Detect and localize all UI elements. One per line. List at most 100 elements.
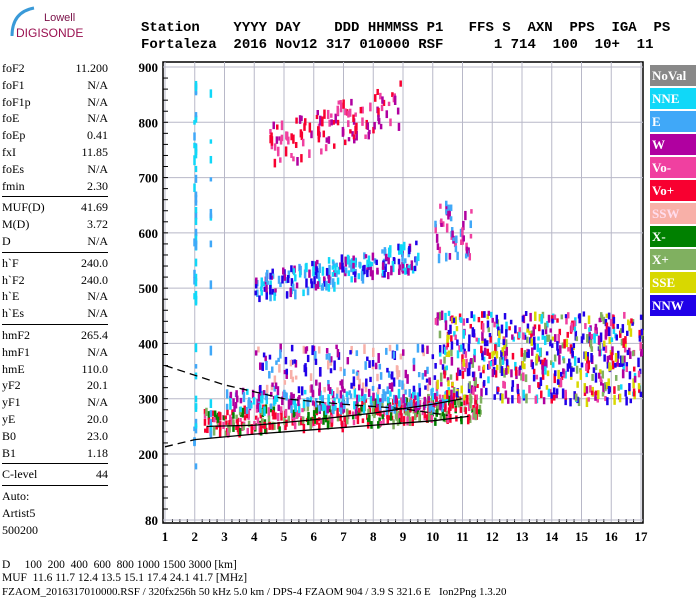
data-point bbox=[618, 362, 621, 368]
data-point bbox=[606, 397, 609, 406]
param-name: foF1 bbox=[2, 77, 25, 92]
data-point bbox=[268, 421, 271, 430]
data-point bbox=[541, 368, 544, 375]
data-point bbox=[559, 377, 563, 388]
data-point bbox=[330, 421, 333, 427]
data-point bbox=[293, 421, 297, 430]
data-point bbox=[193, 132, 196, 141]
data-point bbox=[193, 277, 196, 285]
data-point bbox=[608, 355, 612, 360]
data-point bbox=[269, 272, 272, 280]
logo-digisonde: DIGISONDE bbox=[16, 26, 84, 40]
data-point bbox=[232, 398, 235, 407]
data-point bbox=[323, 278, 326, 287]
data-point bbox=[607, 378, 610, 386]
data-point bbox=[283, 274, 287, 281]
data-point bbox=[205, 407, 208, 417]
data-point bbox=[314, 283, 318, 291]
data-point bbox=[306, 403, 310, 412]
data-point bbox=[546, 370, 550, 377]
data-point bbox=[371, 407, 375, 417]
data-point bbox=[564, 370, 567, 379]
data-point bbox=[590, 352, 593, 363]
data-point bbox=[359, 409, 362, 417]
data-point bbox=[597, 372, 601, 379]
data-point bbox=[452, 317, 456, 323]
data-point bbox=[583, 389, 587, 396]
param-name: M(D) bbox=[2, 217, 30, 232]
data-point bbox=[483, 338, 487, 347]
data-point bbox=[371, 360, 375, 367]
data-point bbox=[447, 329, 451, 335]
param-row: hmE 110.0 bbox=[2, 361, 108, 378]
data-point bbox=[239, 397, 243, 404]
data-point bbox=[383, 249, 387, 254]
data-point bbox=[314, 271, 317, 276]
data-point bbox=[378, 398, 382, 406]
data-point bbox=[247, 420, 251, 428]
data-point bbox=[290, 392, 293, 402]
data-point bbox=[369, 376, 372, 383]
data-point bbox=[367, 388, 371, 397]
data-point bbox=[226, 409, 229, 416]
data-point bbox=[315, 379, 318, 386]
data-point bbox=[500, 366, 504, 376]
data-point bbox=[586, 334, 589, 343]
data-point bbox=[277, 275, 281, 284]
data-point bbox=[271, 382, 274, 387]
data-point bbox=[386, 418, 390, 424]
data-point bbox=[438, 352, 442, 357]
data-point bbox=[314, 351, 317, 361]
data-point bbox=[390, 374, 394, 380]
data-point bbox=[455, 326, 459, 332]
data-point bbox=[401, 380, 404, 390]
data-point bbox=[270, 384, 274, 391]
data-point bbox=[344, 267, 348, 274]
data-point bbox=[455, 235, 458, 244]
data-point bbox=[607, 312, 611, 320]
data-point bbox=[464, 351, 468, 358]
data-point bbox=[447, 407, 451, 414]
data-point bbox=[424, 370, 427, 377]
data-point bbox=[269, 284, 272, 295]
data-point bbox=[468, 381, 471, 390]
data-point bbox=[303, 123, 306, 131]
data-point bbox=[447, 380, 450, 387]
data-point bbox=[480, 345, 483, 354]
y-tick-label: 800 bbox=[139, 115, 159, 130]
data-point bbox=[329, 368, 333, 374]
data-point bbox=[259, 398, 263, 404]
data-point bbox=[355, 350, 359, 357]
data-point bbox=[344, 108, 347, 116]
data-point bbox=[401, 267, 405, 274]
data-point bbox=[332, 261, 335, 268]
data-point bbox=[344, 420, 347, 429]
data-point bbox=[455, 391, 459, 398]
data-point bbox=[491, 317, 494, 323]
data-point bbox=[401, 263, 405, 269]
data-point bbox=[486, 320, 490, 329]
data-point bbox=[436, 243, 440, 250]
data-point bbox=[585, 372, 588, 378]
data-point bbox=[386, 367, 389, 373]
data-point bbox=[543, 357, 547, 366]
data-point bbox=[502, 339, 506, 346]
data-point bbox=[322, 404, 326, 411]
data-point bbox=[272, 399, 276, 406]
data-point bbox=[397, 243, 400, 251]
data-point bbox=[604, 395, 607, 402]
data-point bbox=[552, 387, 556, 395]
data-point bbox=[523, 350, 527, 360]
data-point bbox=[206, 426, 209, 434]
data-point bbox=[256, 399, 259, 409]
data-point bbox=[576, 381, 579, 388]
data-point bbox=[446, 377, 450, 382]
data-point bbox=[354, 412, 358, 420]
data-point bbox=[473, 407, 476, 418]
data-point bbox=[451, 317, 454, 323]
data-point bbox=[284, 146, 288, 157]
data-point bbox=[470, 209, 473, 214]
x-tick-label: 1 bbox=[162, 529, 169, 544]
data-point bbox=[357, 410, 361, 416]
data-point bbox=[325, 348, 329, 354]
